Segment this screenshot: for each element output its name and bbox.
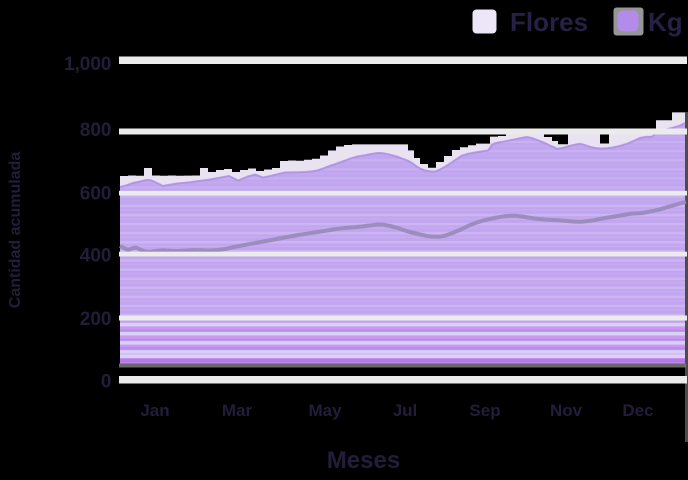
svg-text:1,000: 1,000 bbox=[64, 54, 112, 75]
svg-text:800: 800 bbox=[80, 120, 112, 141]
svg-text:Kg: Kg bbox=[648, 7, 683, 37]
svg-text:Cantidad acumulada: Cantidad acumulada bbox=[7, 152, 24, 309]
svg-text:Nov: Nov bbox=[550, 401, 583, 420]
svg-text:200: 200 bbox=[80, 309, 112, 330]
svg-text:600: 600 bbox=[80, 184, 112, 205]
svg-text:Flores: Flores bbox=[510, 7, 588, 37]
svg-text:Sep: Sep bbox=[469, 401, 500, 420]
svg-text:Jul: Jul bbox=[393, 401, 418, 420]
svg-text:Dec: Dec bbox=[622, 401, 653, 420]
svg-text:May: May bbox=[308, 401, 342, 420]
svg-text:Jan: Jan bbox=[140, 401, 169, 420]
svg-text:Mar: Mar bbox=[222, 401, 253, 420]
svg-text:400: 400 bbox=[80, 246, 112, 267]
svg-text:0: 0 bbox=[101, 372, 112, 393]
svg-text:Meses: Meses bbox=[327, 447, 400, 474]
